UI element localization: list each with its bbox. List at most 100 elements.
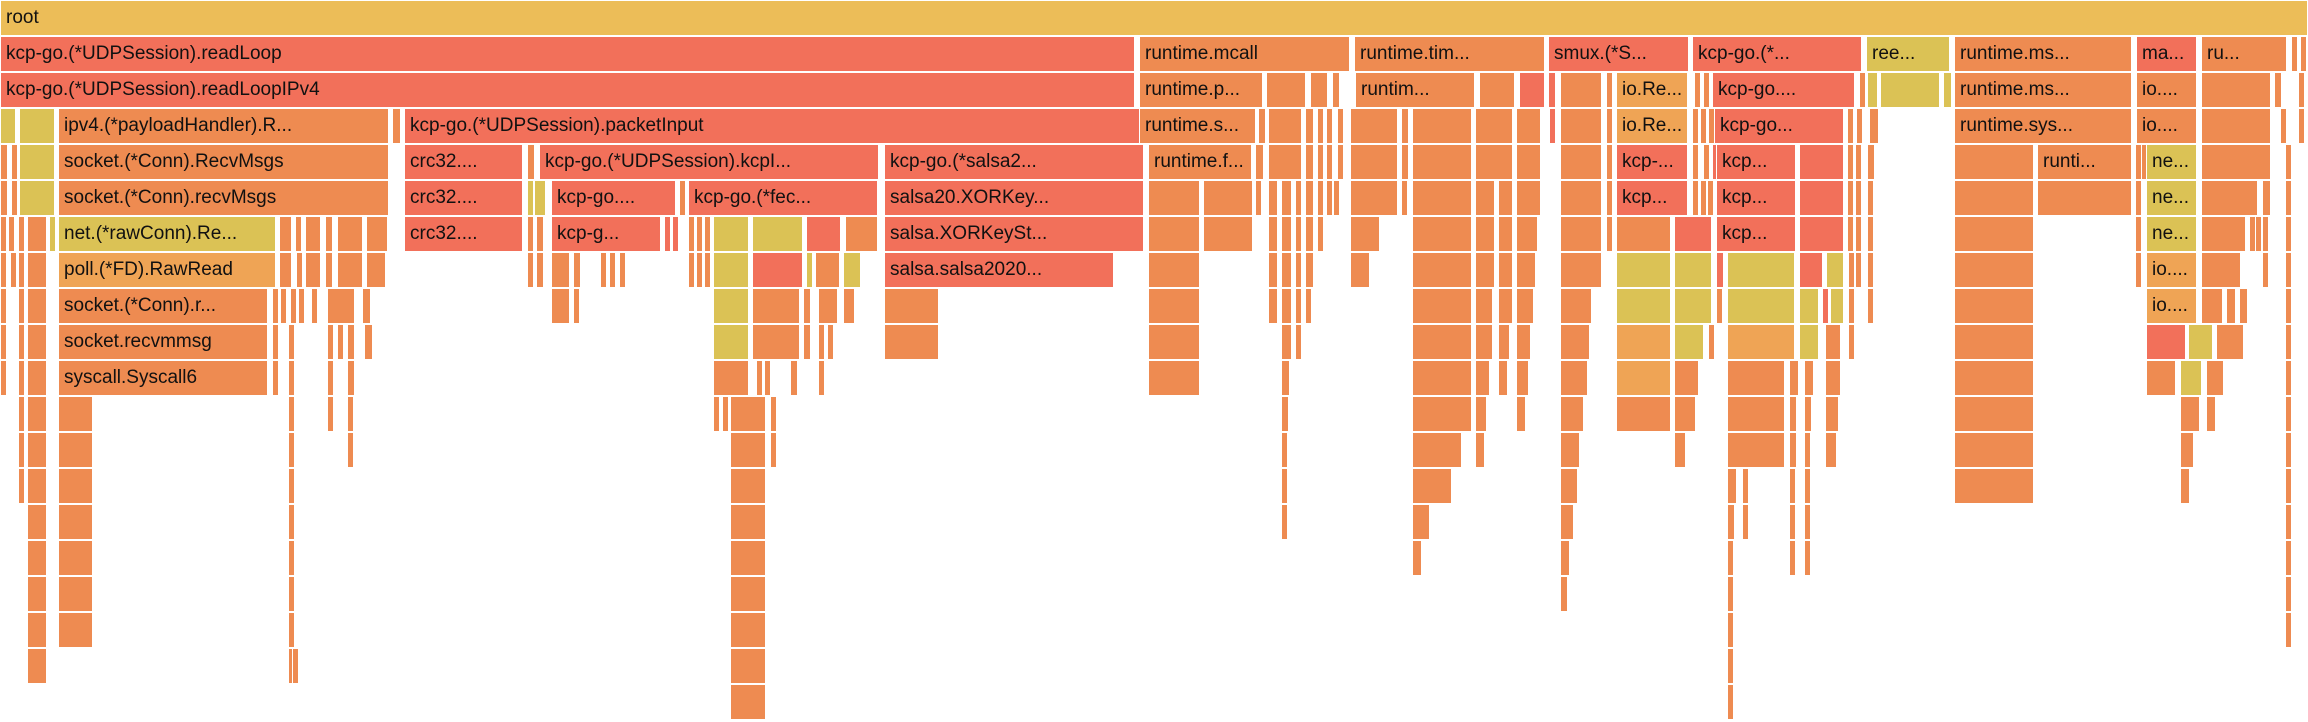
flame-frame[interactable] [58, 504, 93, 540]
flame-frame[interactable] [1847, 180, 1854, 216]
flame-frame[interactable] [1867, 288, 1874, 324]
flame-frame[interactable] [1742, 504, 1749, 540]
flame-frame[interactable] [730, 648, 766, 684]
flame-frame[interactable] [1789, 432, 1797, 468]
flame-frame[interactable] [688, 216, 695, 252]
flame-frame[interactable] [527, 180, 534, 216]
flame-frame-labeled[interactable]: kcp-go.... [1712, 72, 1855, 108]
flame-frame[interactable] [58, 612, 93, 648]
flame-frame-labeled[interactable]: ne... [2146, 144, 2197, 180]
flame-frame[interactable] [1742, 468, 1749, 504]
flame-frame[interactable] [730, 576, 766, 612]
flame-frame[interactable] [770, 432, 777, 468]
flame-frame[interactable] [1616, 252, 1671, 288]
flame-frame[interactable] [1412, 252, 1472, 288]
flame-frame[interactable] [1317, 108, 1324, 144]
flame-frame[interactable] [1516, 360, 1529, 396]
flame-frame[interactable] [704, 216, 711, 252]
flame-frame[interactable] [1804, 432, 1811, 468]
flame-frame[interactable] [1350, 180, 1398, 216]
flame-frame[interactable] [1869, 108, 1879, 144]
flame-frame-labeled[interactable]: poll.(*FD).RawRead [58, 252, 276, 288]
flame-frame[interactable] [1412, 540, 1422, 576]
flame-frame[interactable] [1148, 288, 1200, 324]
flame-frame[interactable] [2285, 360, 2292, 396]
flame-frame[interactable] [2180, 360, 2202, 396]
flame-frame[interactable] [527, 252, 534, 288]
flame-frame[interactable] [1674, 360, 1699, 396]
flame-frame[interactable] [19, 108, 55, 144]
flame-frame[interactable] [1412, 396, 1472, 432]
flame-frame[interactable] [2285, 576, 2292, 612]
flame-frame-labeled[interactable]: kcp-... [1616, 144, 1688, 180]
flame-frame[interactable] [272, 360, 279, 396]
flame-frame[interactable] [1295, 252, 1302, 288]
flame-frame[interactable] [1281, 216, 1292, 252]
flame-frame[interactable] [1727, 540, 1734, 576]
flame-frame[interactable] [2262, 252, 2269, 288]
flame-frame[interactable] [27, 468, 47, 504]
flame-frame[interactable] [1848, 324, 1855, 360]
flame-frame[interactable] [1674, 432, 1686, 468]
flame-frame[interactable] [27, 432, 47, 468]
flame-frame[interactable] [730, 684, 766, 720]
flame-frame[interactable] [1560, 288, 1592, 324]
flame-frame[interactable] [1606, 180, 1613, 216]
flame-frame[interactable] [1692, 180, 1699, 216]
flame-frame[interactable] [2135, 216, 2142, 252]
flame-frame-labeled[interactable]: runtime.tim... [1354, 36, 1545, 72]
flame-frame[interactable] [1727, 252, 1795, 288]
flame-frame-labeled[interactable]: io.... [2136, 108, 2197, 144]
flame-frame[interactable] [573, 252, 581, 288]
flame-frame[interactable] [2146, 360, 2176, 396]
flame-frame[interactable] [1412, 432, 1462, 468]
flame-frame-labeled[interactable]: kcp... [1616, 180, 1688, 216]
flame-frame[interactable] [573, 288, 580, 324]
flame-frame[interactable] [1475, 144, 1513, 180]
flame-frame-labeled[interactable]: io.... [2146, 288, 2197, 324]
flame-frame[interactable] [366, 252, 386, 288]
flame-frame[interactable] [806, 216, 841, 252]
flame-frame[interactable] [730, 612, 766, 648]
flame-frame[interactable] [1804, 540, 1811, 576]
flame-frame[interactable] [288, 540, 295, 576]
flame-frame[interactable] [1880, 72, 1940, 108]
flame-frame[interactable] [551, 288, 570, 324]
flame-frame[interactable] [1268, 108, 1302, 144]
flame-frame[interactable] [679, 180, 686, 216]
flame-frame[interactable] [1954, 216, 2034, 252]
flame-frame[interactable] [27, 648, 47, 684]
flame-frame[interactable] [1855, 180, 1862, 216]
flame-frame[interactable] [818, 288, 838, 324]
flame-frame[interactable] [1412, 180, 1472, 216]
flame-frame[interactable] [1498, 252, 1513, 288]
flame-frame[interactable] [619, 252, 626, 288]
flame-frame[interactable] [600, 252, 607, 288]
flame-frame[interactable] [1281, 504, 1288, 540]
flame-frame[interactable] [1475, 432, 1485, 468]
flame-frame[interactable] [1799, 216, 1844, 252]
flame-frame[interactable] [1560, 432, 1580, 468]
flame-frame[interactable] [288, 504, 295, 540]
flame-frame-labeled[interactable]: runtim... [1355, 72, 1475, 108]
flame-frame[interactable] [2135, 252, 2142, 288]
flame-frame-labeled[interactable]: crc32.... [404, 180, 523, 216]
flame-frame-labeled[interactable]: runtime.f... [1148, 144, 1252, 180]
flame-frame[interactable] [1350, 108, 1398, 144]
flame-frame[interactable] [1855, 144, 1862, 180]
flame-frame[interactable] [1954, 396, 2034, 432]
flame-frame[interactable] [1700, 108, 1707, 144]
flame-frame[interactable] [1606, 108, 1613, 144]
flame-frame[interactable] [1799, 180, 1844, 216]
flame-frame[interactable] [730, 540, 766, 576]
flame-frame-labeled[interactable]: ree... [1866, 36, 1950, 72]
flame-frame[interactable] [295, 216, 302, 252]
flame-frame[interactable] [1412, 108, 1472, 144]
flame-frame[interactable] [806, 252, 813, 288]
flame-frame[interactable] [1560, 108, 1602, 144]
flame-frame[interactable] [1716, 288, 1723, 324]
flame-frame[interactable] [1281, 432, 1288, 468]
flame-frame-labeled[interactable]: kcp-go.(*... [1692, 36, 1862, 72]
flame-frame[interactable] [327, 324, 334, 360]
flame-frame[interactable] [2216, 324, 2244, 360]
